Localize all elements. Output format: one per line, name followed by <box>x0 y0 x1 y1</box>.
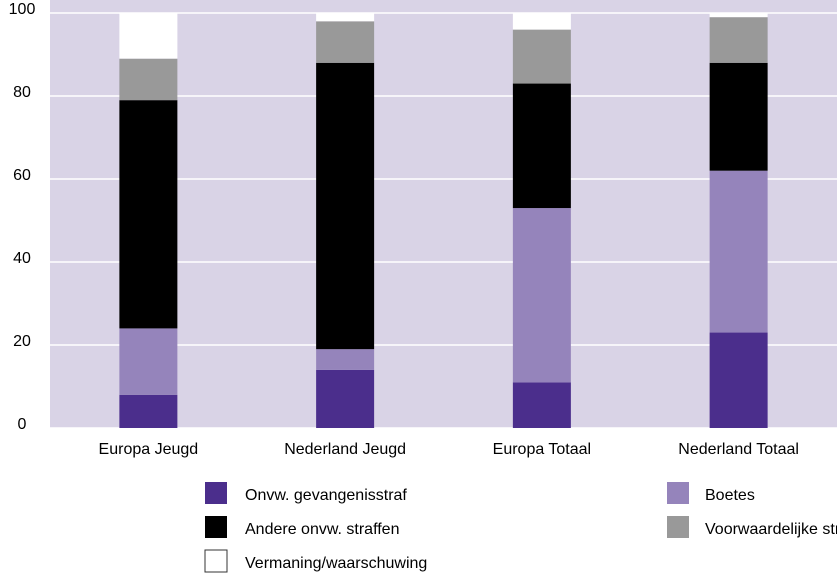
legend-label: Vermaning/waarschuwing <box>245 555 427 572</box>
legend-swatch <box>205 516 227 538</box>
bar-segment <box>709 13 768 18</box>
bar-segment <box>316 62 375 350</box>
bar-segment <box>316 369 375 428</box>
bar-segment <box>512 208 571 383</box>
bar-segment <box>119 394 178 428</box>
x-tick-label: Europa Jeugd <box>99 441 199 458</box>
bar-segment <box>119 328 178 395</box>
bar-segment <box>512 382 571 428</box>
bar-segment <box>119 100 178 329</box>
x-tick-label: Nederland Totaal <box>678 441 799 458</box>
y-tick-label: 20 <box>13 333 31 350</box>
bar-segment <box>119 58 178 101</box>
y-tick-label: 60 <box>13 167 31 184</box>
y-tick-label: 80 <box>13 84 31 101</box>
legend-label: Onvw. gevangenisstraf <box>245 487 407 504</box>
bar-segment <box>512 29 571 84</box>
legend-label: Voorwaardelijke straf <box>705 521 837 538</box>
bar-segment <box>316 13 375 22</box>
bar-segment <box>512 13 571 30</box>
legend-label: Boetes <box>705 487 755 504</box>
bar-segment <box>709 62 768 171</box>
bar-segment <box>316 349 375 370</box>
y-tick-label: 0 <box>18 416 27 433</box>
legend-swatch <box>205 482 227 504</box>
legend-swatch <box>667 482 689 504</box>
y-tick-label: 100 <box>9 1 36 18</box>
y-tick-label: 40 <box>13 250 31 267</box>
bar-segment <box>709 17 768 63</box>
plot-background <box>50 0 837 428</box>
bar-segment <box>512 83 571 209</box>
x-tick-label: Europa Totaal <box>493 441 591 458</box>
x-tick-label: Nederland Jeugd <box>284 441 406 458</box>
bar-segment <box>316 21 375 63</box>
bar-segment <box>709 332 768 428</box>
legend-swatch <box>204 549 228 573</box>
legend-label: Andere onvw. straffen <box>245 521 399 538</box>
bar-segment <box>119 13 178 59</box>
legend-swatch <box>667 516 689 538</box>
bar-segment <box>709 170 768 333</box>
